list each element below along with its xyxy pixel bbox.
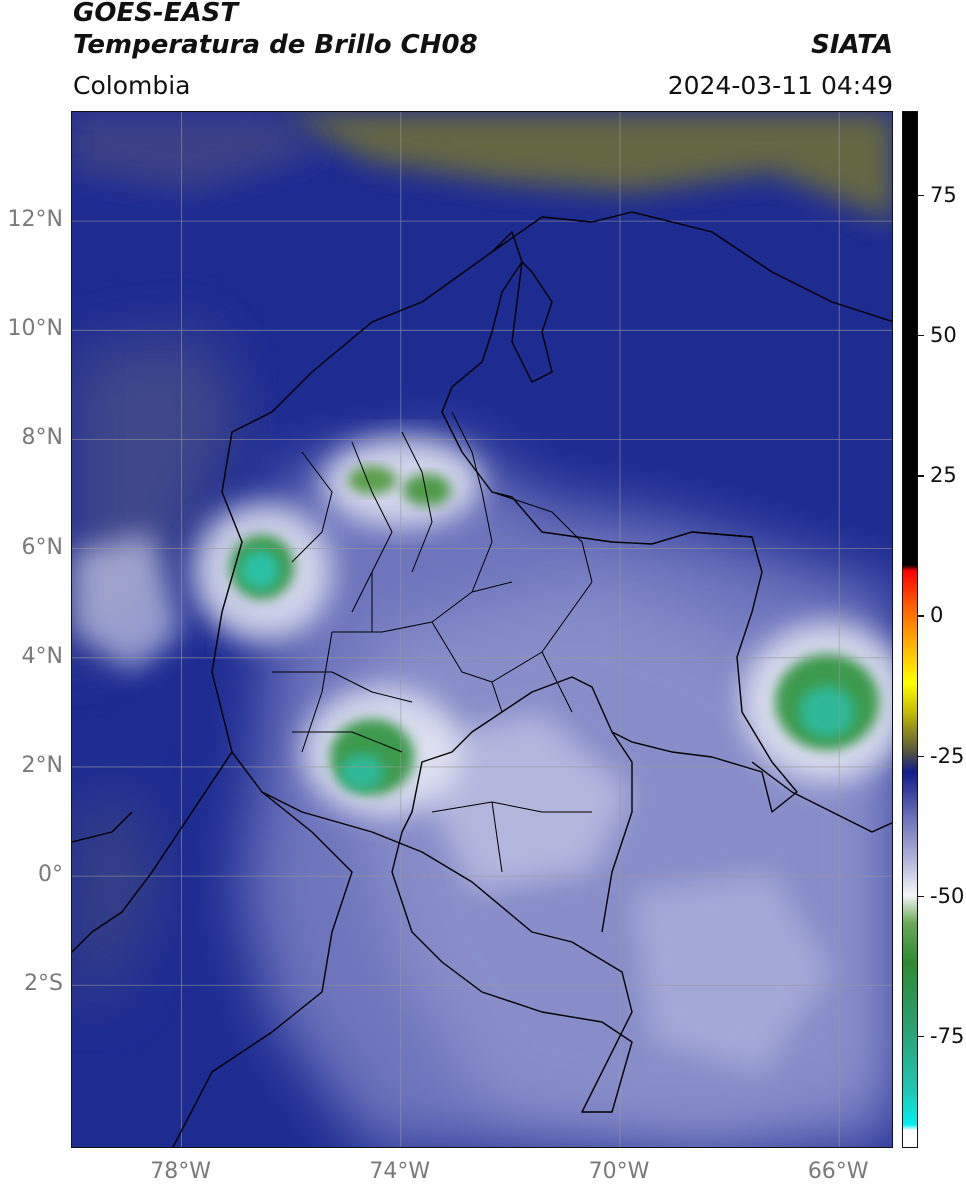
colorbar-tick xyxy=(917,195,924,197)
latitude-label: 6°N xyxy=(21,534,63,560)
latitude-label: 2°N xyxy=(21,752,63,778)
longitude-label: 66°W xyxy=(807,1159,869,1184)
agency-title: SIATA xyxy=(811,30,893,60)
colorbar-tick xyxy=(917,335,924,337)
colorbar-tick-label: -25 xyxy=(930,743,965,768)
longitude-label: 78°W xyxy=(150,1159,211,1184)
colorbar-tick xyxy=(917,615,924,617)
product-title: Temperatura de Brillo CH08 xyxy=(73,30,478,60)
colorbar-tick xyxy=(917,755,924,757)
longitude-label: 74°W xyxy=(369,1159,431,1184)
colorbar-tick-label: -75 xyxy=(930,1023,965,1048)
graticule xyxy=(72,112,892,1147)
colorbar-tick-label: 25 xyxy=(930,463,957,488)
latitude-label: 12°N xyxy=(7,207,63,233)
satellite-title: GOES-EAST xyxy=(73,0,239,28)
colombia-border xyxy=(211,231,798,1113)
ecuador-border xyxy=(72,751,233,953)
latitude-label: 4°N xyxy=(21,643,63,669)
colorbar-tick xyxy=(917,895,924,897)
latitude-label: 2°S xyxy=(24,971,63,997)
colorbar xyxy=(902,111,918,1148)
colorbar-tick-label: 75 xyxy=(930,183,957,208)
colorbar-tick-label: 0 xyxy=(930,603,944,628)
latitude-label: 0° xyxy=(38,862,63,888)
longitude-label: 70°W xyxy=(588,1159,650,1184)
colorbar-tick xyxy=(917,475,924,477)
datetime-label: 2024-03-11 04:49 xyxy=(667,71,893,100)
brightness-temperature-field xyxy=(72,112,892,1147)
colorbar-tick-label: 50 xyxy=(930,323,957,348)
colorbar-tick-label: -50 xyxy=(930,883,965,908)
colorbar-tick xyxy=(917,1035,924,1038)
political-boundaries xyxy=(72,211,892,1147)
latitude-label: 8°N xyxy=(21,425,63,451)
satellite-map[interactable] xyxy=(71,111,893,1148)
region-label: Colombia xyxy=(73,71,191,100)
latitude-label: 10°N xyxy=(7,316,63,342)
peru-border xyxy=(172,791,353,1147)
venezuela-border xyxy=(491,211,892,323)
